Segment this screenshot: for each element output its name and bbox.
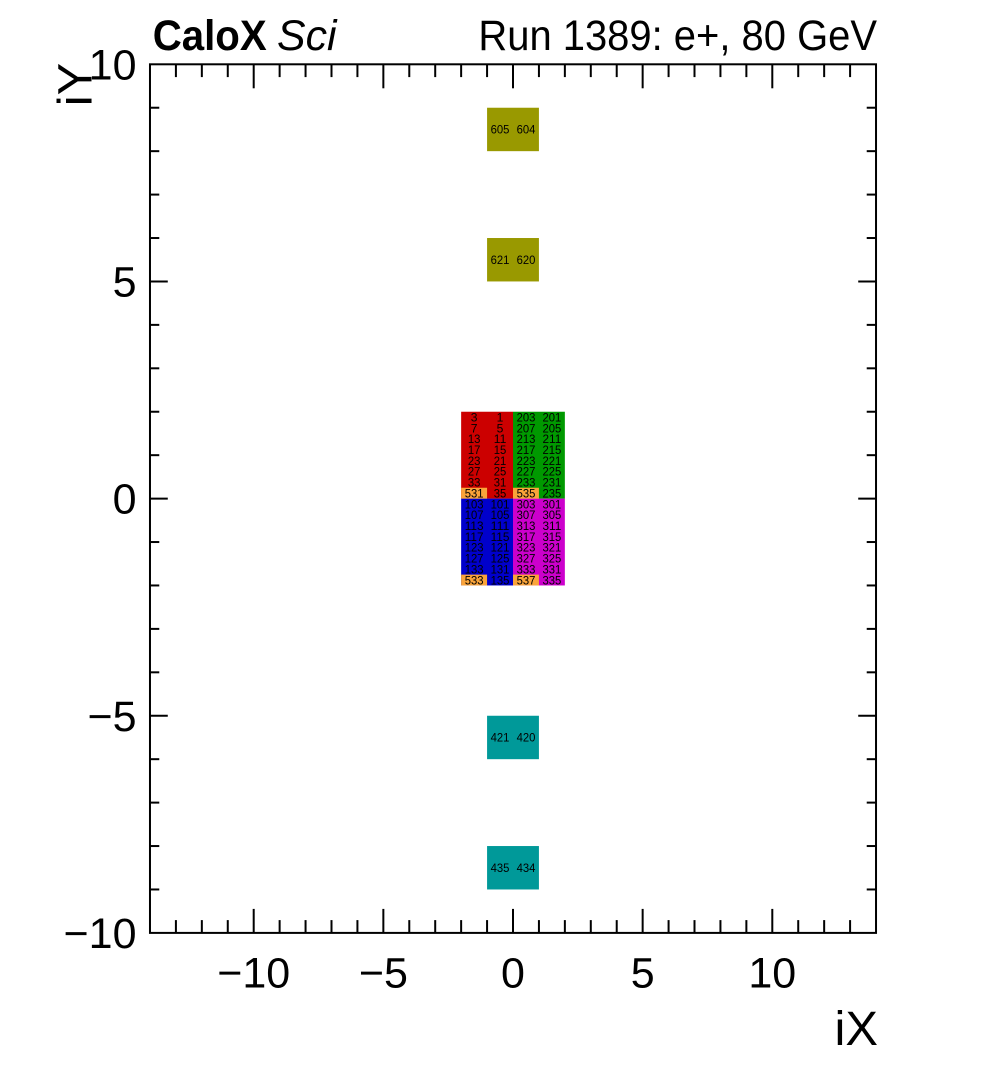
svg-text:iY: iY — [50, 63, 103, 107]
svg-text:620: 620 — [517, 253, 536, 267]
svg-text:123: 123 — [465, 541, 484, 555]
svg-text:207: 207 — [517, 421, 536, 435]
svg-text:227: 227 — [517, 465, 536, 479]
svg-text:iX: iX — [835, 1003, 879, 1056]
svg-text:307: 307 — [517, 508, 536, 522]
svg-text:CaloX: CaloX — [153, 12, 267, 60]
svg-text:35: 35 — [494, 486, 507, 500]
svg-text:605: 605 — [491, 123, 510, 137]
svg-text:213: 213 — [517, 432, 536, 446]
svg-text:327: 327 — [517, 552, 536, 566]
svg-text:303: 303 — [517, 497, 536, 511]
svg-text:33: 33 — [468, 476, 481, 490]
svg-text:23: 23 — [468, 454, 481, 468]
svg-text:17: 17 — [468, 443, 481, 457]
svg-text:27: 27 — [468, 465, 481, 479]
svg-text:225: 225 — [542, 465, 561, 479]
svg-text:−5: −5 — [359, 950, 408, 998]
svg-text:325: 325 — [542, 552, 561, 566]
svg-text:215: 215 — [542, 443, 561, 457]
svg-text:−10: −10 — [64, 910, 137, 958]
svg-text:107: 107 — [465, 508, 484, 522]
svg-text:331: 331 — [542, 562, 561, 576]
svg-text:Sci: Sci — [277, 12, 338, 60]
svg-text:127: 127 — [465, 552, 484, 566]
svg-text:11: 11 — [494, 432, 507, 446]
svg-text:131: 131 — [491, 562, 510, 576]
svg-text:5: 5 — [497, 421, 504, 435]
svg-text:420: 420 — [517, 731, 536, 745]
svg-text:125: 125 — [491, 552, 510, 566]
svg-text:221: 221 — [542, 454, 561, 468]
svg-text:333: 333 — [517, 562, 536, 576]
svg-text:1: 1 — [497, 410, 504, 424]
svg-text:201: 201 — [542, 410, 561, 424]
svg-text:317: 317 — [517, 530, 536, 544]
svg-text:434: 434 — [517, 861, 536, 875]
svg-text:233: 233 — [517, 476, 536, 490]
svg-text:Run 1389: e+, 80 GeV: Run 1389: e+, 80 GeV — [478, 12, 877, 60]
svg-text:235: 235 — [542, 486, 561, 500]
svg-text:−10: −10 — [217, 950, 290, 998]
svg-text:531: 531 — [465, 486, 484, 500]
svg-text:223: 223 — [517, 454, 536, 468]
svg-text:321: 321 — [542, 541, 561, 555]
svg-text:105: 105 — [491, 508, 510, 522]
svg-text:117: 117 — [465, 530, 484, 544]
svg-text:313: 313 — [517, 519, 536, 533]
svg-text:15: 15 — [494, 443, 507, 457]
svg-text:5: 5 — [631, 950, 655, 998]
svg-text:421: 421 — [491, 731, 510, 745]
svg-text:335: 335 — [542, 573, 561, 587]
svg-text:604: 604 — [517, 123, 536, 137]
svg-text:121: 121 — [491, 541, 510, 555]
svg-text:537: 537 — [517, 573, 536, 587]
svg-text:7: 7 — [471, 421, 478, 435]
svg-text:217: 217 — [517, 443, 536, 457]
svg-text:10: 10 — [89, 41, 137, 89]
svg-text:311: 311 — [542, 519, 561, 533]
svg-text:13: 13 — [468, 432, 481, 446]
svg-text:3: 3 — [471, 410, 478, 424]
svg-text:21: 21 — [494, 454, 507, 468]
svg-text:305: 305 — [542, 508, 561, 522]
svg-text:5: 5 — [113, 259, 137, 307]
svg-text:533: 533 — [465, 573, 484, 587]
svg-text:323: 323 — [517, 541, 536, 555]
svg-text:0: 0 — [501, 950, 525, 998]
svg-text:435: 435 — [491, 861, 510, 875]
svg-text:535: 535 — [517, 486, 536, 500]
svg-text:621: 621 — [491, 253, 510, 267]
svg-text:10: 10 — [748, 950, 796, 998]
svg-text:301: 301 — [542, 497, 561, 511]
svg-text:101: 101 — [491, 497, 510, 511]
svg-text:31: 31 — [494, 476, 507, 490]
svg-text:203: 203 — [517, 410, 536, 424]
svg-text:103: 103 — [465, 497, 484, 511]
svg-text:211: 211 — [542, 432, 561, 446]
svg-text:231: 231 — [542, 476, 561, 490]
svg-text:135: 135 — [491, 573, 510, 587]
svg-text:0: 0 — [113, 476, 137, 524]
svg-text:205: 205 — [542, 421, 561, 435]
svg-text:25: 25 — [494, 465, 507, 479]
svg-text:115: 115 — [491, 530, 510, 544]
svg-text:315: 315 — [542, 530, 561, 544]
svg-text:111: 111 — [491, 519, 510, 533]
svg-text:−5: −5 — [87, 693, 136, 741]
svg-text:133: 133 — [465, 562, 484, 576]
svg-text:113: 113 — [465, 519, 484, 533]
